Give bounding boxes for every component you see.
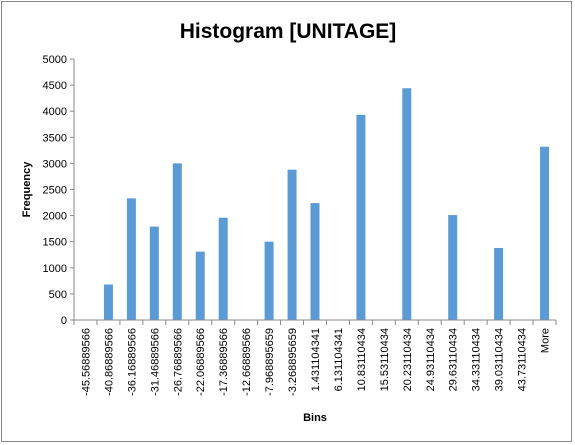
y-tick-label: 4500 bbox=[43, 80, 67, 92]
x-tick-label: 20.23110434 bbox=[402, 328, 414, 391]
x-tick-label: 29.63110434 bbox=[448, 328, 460, 391]
bar bbox=[149, 226, 159, 320]
bar bbox=[195, 251, 205, 320]
y-tick-label: 1000 bbox=[43, 263, 67, 275]
x-tick-label: 43.73110434 bbox=[517, 328, 529, 391]
y-axis-ticks: 0 500 1000 1500 2000 2500 3000 3500 4000 4500 5000 bbox=[43, 54, 74, 327]
x-tick-label: 39.03110434 bbox=[494, 328, 506, 391]
bar bbox=[402, 88, 412, 321]
x-tick-label: -3.268895659 bbox=[287, 328, 299, 396]
x-tick-label: 6.131104341 bbox=[333, 328, 345, 391]
x-axis-ticks: -45.56889566 -40.86889566 -36.16889566 -31.… bbox=[73, 320, 557, 396]
bar bbox=[218, 217, 228, 320]
bar bbox=[310, 203, 320, 320]
x-tick-label: -17.36889566 bbox=[218, 328, 230, 396]
bar bbox=[356, 114, 366, 320]
x-tick-label: -45.56889566 bbox=[80, 328, 92, 396]
x-tick-label: -7.968895659 bbox=[264, 328, 276, 396]
bar bbox=[126, 198, 136, 320]
y-tick-label: 500 bbox=[49, 289, 67, 301]
bar bbox=[448, 215, 458, 320]
x-tick-label: 1.431104341 bbox=[310, 328, 322, 391]
bar bbox=[264, 241, 274, 320]
y-tick-label: 5000 bbox=[43, 54, 67, 66]
x-tick-label: -26.76889566 bbox=[172, 328, 184, 396]
x-tick-label: -22.06889566 bbox=[195, 328, 207, 396]
bar bbox=[103, 284, 113, 320]
x-tick-label: -31.46889566 bbox=[149, 328, 161, 396]
x-tick-label: 10.83110434 bbox=[356, 328, 368, 391]
y-tick-label: 2500 bbox=[43, 185, 67, 197]
x-tick-label: -40.86889566 bbox=[103, 328, 115, 396]
x-tick-label: -36.16889566 bbox=[126, 328, 138, 396]
y-axis-label: Frequency bbox=[21, 161, 33, 218]
chart-title: Histogram [UNITAGE] bbox=[180, 20, 397, 43]
x-axis-label: Bins bbox=[303, 412, 327, 424]
x-tick-label: 34.33110434 bbox=[471, 328, 483, 391]
bars bbox=[103, 88, 550, 321]
bar bbox=[494, 247, 504, 320]
y-tick-label: 1500 bbox=[43, 237, 67, 249]
x-tick-label: -12.66889566 bbox=[241, 328, 253, 396]
y-tick-label: 4000 bbox=[43, 106, 67, 118]
bar bbox=[287, 169, 297, 320]
bar bbox=[172, 163, 182, 320]
x-tick-label: 15.53110434 bbox=[379, 328, 391, 391]
bar bbox=[540, 146, 550, 320]
x-tick-label: More bbox=[540, 328, 552, 353]
y-tick-label: 2000 bbox=[43, 211, 67, 223]
y-tick-label: 3000 bbox=[43, 158, 67, 170]
x-tick-label: 24.93110434 bbox=[425, 328, 437, 391]
y-tick-label: 0 bbox=[61, 315, 67, 327]
y-tick-label: 3500 bbox=[43, 132, 67, 144]
